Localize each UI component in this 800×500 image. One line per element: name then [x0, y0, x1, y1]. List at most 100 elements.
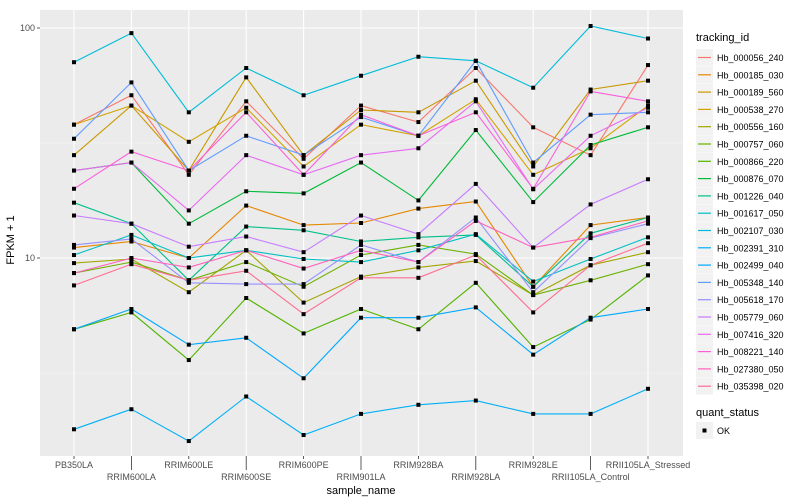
data-point-Hb_002499_040-RRIM928LA — [473, 305, 478, 310]
data-point-Hb_000185_030-RRIM928LA — [473, 199, 478, 204]
legend-item: Hb_000866_220 — [696, 152, 784, 170]
data-point-Hb_002107_030-RRIM600LE — [186, 110, 191, 115]
square-point-icon — [702, 428, 707, 433]
data-point-Hb_000866_220-RRIM600LA — [129, 310, 134, 315]
data-point-Hb_000056_240-RRIM600SE — [244, 99, 249, 104]
legend-item: Hb_000189_560 — [696, 83, 784, 101]
data-point-Hb_027380_050-RRII105LA_Control — [588, 235, 593, 240]
data-point-Hb_001226_040-RRII105LA_Control — [588, 231, 593, 236]
data-point-Hb_005348_140-PB350LA — [72, 136, 76, 141]
legend-item: Hb_002107_030 — [696, 222, 784, 239]
legend-item: Hb_000556_160 — [696, 118, 784, 136]
data-point-Hb_035398_020-RRIM600SE — [244, 268, 249, 273]
data-point-Hb_008221_140-RRII105LA_Control — [588, 89, 593, 94]
data-point-Hb_000056_240-RRIM928BA — [416, 120, 421, 125]
data-point-Hb_000185_030-RRII105LA_Control — [588, 223, 593, 228]
data-point-Hb_002499_040-RRII105LA_Stressed — [646, 307, 650, 312]
legend-item: Hb_005348_140 — [696, 273, 784, 291]
data-point-Hb_000866_220-RRIM928LA — [473, 280, 478, 285]
legend-item: Hb_002499_040 — [696, 256, 784, 274]
data-point-Hb_000876_070-RRIM600SE — [244, 189, 249, 194]
data-point-Hb_000185_030-RRIM600LA — [129, 239, 134, 244]
legend-item: Hb_000538_270 — [696, 100, 784, 118]
shape-legend-items: OK — [696, 422, 730, 439]
legend-item: Hb_008221_140 — [696, 343, 784, 361]
legend-label: Hb_002107_030 — [717, 226, 784, 236]
data-point-Hb_000056_240-RRIM600LA — [129, 93, 134, 98]
data-point-Hb_002391_310-PB350LA — [72, 427, 76, 432]
legend-item: Hb_000185_030 — [696, 66, 784, 84]
legend-item: Hb_001617_050 — [696, 204, 784, 222]
data-point-Hb_002107_030-RRII105LA_Control — [588, 24, 593, 29]
data-point-Hb_000757_060-RRIM600PE — [301, 284, 306, 289]
data-point-Hb_035398_020-RRIM600PE — [301, 312, 306, 317]
data-point-Hb_005618_170-RRIM928LE — [531, 290, 536, 295]
data-point-Hb_000556_160-PB350LA — [72, 261, 76, 266]
legend-label: Hb_000185_030 — [717, 70, 784, 80]
data-point-Hb_000866_220-RRII105LA_Stressed — [646, 273, 650, 278]
data-point-Hb_005348_140-RRIM600PE — [301, 153, 306, 158]
data-point-Hb_001226_040-RRIM928LE — [531, 284, 536, 289]
data-point-Hb_000056_240-RRIM600LE — [186, 172, 191, 177]
data-point-Hb_000538_270-RRII105LA_Control — [588, 146, 593, 151]
y-tick-label: 100 — [20, 23, 35, 33]
data-point-Hb_005779_060-RRII105LA_Stressed — [646, 177, 650, 182]
data-point-Hb_035398_020-RRII105LA_Stressed — [646, 241, 650, 246]
data-point-Hb_001617_050-RRIM600PE — [301, 257, 306, 262]
data-point-Hb_002499_040-RRIM600PE — [301, 376, 306, 381]
data-point-Hb_000876_070-RRIM928LA — [473, 128, 478, 133]
data-point-Hb_035398_020-RRIM901LA — [359, 275, 363, 280]
data-point-Hb_001617_050-RRII105LA_Stressed — [646, 235, 650, 240]
legend-title: tracking_id — [696, 32, 749, 44]
data-point-Hb_005348_140-RRII105LA_Stressed — [646, 110, 650, 115]
data-point-Hb_008221_140-RRIM600LA — [129, 149, 134, 154]
legend-item: Hb_001226_040 — [696, 187, 784, 205]
data-point-Hb_027380_050-RRIM901LA — [359, 248, 363, 253]
data-point-Hb_001617_050-RRIM928BA — [416, 248, 421, 253]
data-point-Hb_000185_030-PB350LA — [72, 245, 76, 250]
y-axis: 10 100 — [20, 23, 40, 263]
data-point-Hb_005779_060-RRIM600LE — [186, 244, 191, 249]
data-point-Hb_000866_220-RRIM928BA — [416, 327, 421, 332]
data-point-Hb_000876_070-RRII105LA_Stressed — [646, 125, 650, 130]
data-point-Hb_005779_060-PB350LA — [72, 213, 76, 218]
data-point-Hb_000056_240-RRIM928LE — [531, 125, 536, 130]
legend-label: Hb_000866_220 — [717, 157, 784, 167]
data-point-Hb_005779_060-RRIM600PE — [301, 250, 306, 255]
data-point-Hb_005779_060-RRIM928LA — [473, 181, 478, 186]
data-point-Hb_008221_140-RRIM928BA — [416, 133, 421, 138]
data-point-Hb_000757_060-RRIM600SE — [244, 260, 249, 265]
data-point-Hb_002499_040-PB350LA — [72, 327, 76, 332]
data-point-Hb_002107_030-RRIM600SE — [244, 66, 249, 71]
data-point-Hb_000876_070-RRII105LA_Control — [588, 142, 593, 147]
legend-label: Hb_000876_070 — [717, 174, 784, 184]
x-axis: PB350LA RRIM600LA RRIM600LE RRIM600SE RRIM60… — [55, 456, 690, 482]
legend-label: Hb_001617_050 — [717, 209, 784, 219]
data-point-Hb_005618_170-RRIM600SE — [244, 282, 249, 287]
data-point-Hb_000189_560-RRIM600SE — [244, 75, 249, 80]
legend-items: Hb_000056_240 Hb_000185_030 Hb_000189_560 H… — [696, 49, 784, 395]
data-point-Hb_000189_560-RRIM901LA — [359, 108, 363, 113]
x-tick-label: RRII105LA_Control — [552, 472, 630, 482]
data-point-Hb_000876_070-RRIM928LE — [531, 200, 536, 205]
data-point-Hb_000185_030-RRIM600PE — [301, 223, 306, 228]
data-point-Hb_008221_140-RRIM928LA — [473, 110, 478, 115]
data-point-Hb_005618_170-RRIM600LE — [186, 280, 191, 285]
data-point-Hb_002499_040-RRIM901LA — [359, 315, 363, 320]
data-point-Hb_005348_140-RRIM928LE — [531, 160, 536, 165]
legend-label: Hb_007416_320 — [717, 330, 784, 340]
data-point-Hb_027380_050-RRIM928BA — [416, 260, 421, 265]
shape-legend-item: OK — [696, 422, 730, 439]
legend-item: Hb_005618_170 — [696, 291, 784, 309]
data-point-Hb_000556_160-RRIM600PE — [301, 300, 306, 305]
data-point-Hb_001226_040-RRIM928BA — [416, 235, 421, 240]
x-tick-label: RRIM928LA — [451, 472, 500, 482]
data-point-Hb_000189_560-RRIM928LA — [473, 78, 478, 83]
data-point-Hb_008221_140-RRIM901LA — [359, 112, 363, 117]
data-point-Hb_002499_040-RRIM600LE — [186, 342, 191, 347]
data-point-Hb_002499_040-RRIM928BA — [416, 315, 421, 320]
legend-label: Hb_001226_040 — [717, 191, 784, 201]
data-point-Hb_008221_140-RRIM928LE — [531, 186, 536, 191]
data-point-Hb_000538_270-RRIM600PE — [301, 164, 306, 169]
